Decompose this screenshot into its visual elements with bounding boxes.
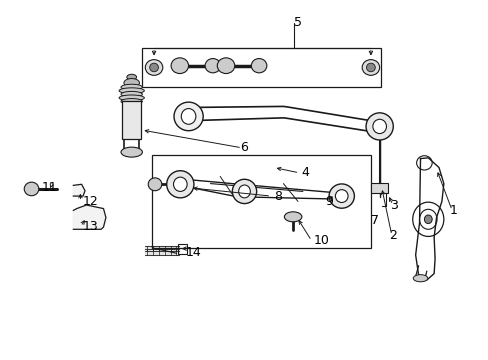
Ellipse shape — [232, 179, 256, 203]
Ellipse shape — [362, 60, 379, 75]
Text: 10: 10 — [313, 234, 329, 247]
Ellipse shape — [181, 109, 196, 124]
Ellipse shape — [123, 78, 139, 87]
Text: 12: 12 — [83, 195, 99, 208]
Text: 13: 13 — [83, 220, 99, 233]
Ellipse shape — [119, 95, 144, 101]
Bar — [370, 183, 387, 193]
Ellipse shape — [145, 60, 163, 75]
Ellipse shape — [24, 182, 39, 196]
Polygon shape — [73, 205, 106, 229]
Text: 5: 5 — [293, 16, 301, 29]
Ellipse shape — [166, 171, 194, 198]
Text: 6: 6 — [239, 141, 247, 154]
Text: 8: 8 — [273, 190, 281, 203]
Ellipse shape — [173, 177, 187, 192]
Ellipse shape — [149, 63, 158, 72]
Ellipse shape — [121, 91, 142, 97]
Ellipse shape — [284, 212, 301, 222]
Ellipse shape — [335, 190, 347, 203]
Bar — [152, 155, 370, 248]
Ellipse shape — [366, 63, 374, 72]
Ellipse shape — [204, 59, 220, 73]
Bar — [142, 48, 380, 87]
Bar — [178, 244, 187, 253]
Ellipse shape — [148, 178, 162, 191]
Ellipse shape — [328, 184, 354, 208]
Ellipse shape — [238, 185, 250, 198]
Text: 14: 14 — [185, 246, 201, 258]
Ellipse shape — [171, 58, 188, 73]
Ellipse shape — [251, 59, 266, 73]
Text: 9: 9 — [325, 195, 332, 208]
Ellipse shape — [372, 119, 386, 134]
Ellipse shape — [424, 215, 431, 224]
Ellipse shape — [121, 84, 142, 90]
Text: 3: 3 — [389, 198, 397, 212]
Bar — [122, 102, 141, 139]
Text: 11: 11 — [41, 181, 57, 194]
Ellipse shape — [126, 74, 136, 80]
Ellipse shape — [217, 58, 234, 73]
Text: 1: 1 — [449, 204, 457, 217]
Ellipse shape — [174, 102, 203, 131]
Text: 4: 4 — [301, 166, 309, 179]
Ellipse shape — [119, 88, 144, 94]
Text: 7: 7 — [370, 213, 378, 226]
Ellipse shape — [121, 147, 142, 157]
Ellipse shape — [366, 113, 392, 140]
Ellipse shape — [412, 275, 427, 282]
Polygon shape — [73, 184, 85, 196]
Ellipse shape — [121, 99, 142, 104]
Text: 2: 2 — [388, 229, 396, 242]
